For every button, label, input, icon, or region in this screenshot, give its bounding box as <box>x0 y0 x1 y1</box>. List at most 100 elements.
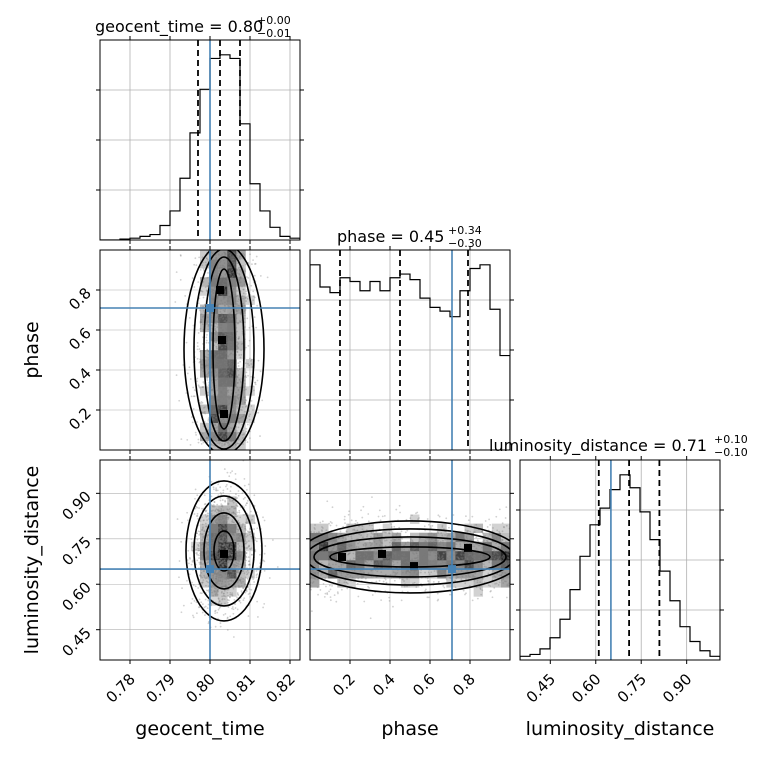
sample-point <box>226 576 228 579</box>
sample-point <box>401 550 403 553</box>
sample-point <box>216 312 219 315</box>
sample-point <box>428 561 431 563</box>
sample-point <box>206 538 209 541</box>
sample-point <box>221 595 224 598</box>
sample-point <box>230 259 233 262</box>
sample-point <box>218 321 221 323</box>
density-cell <box>391 560 402 570</box>
density-cell <box>491 550 502 561</box>
density-cell <box>428 569 438 579</box>
sample-point <box>235 399 238 402</box>
sample-point <box>201 551 204 554</box>
sample-point <box>214 529 217 532</box>
sample-point <box>318 531 321 534</box>
density-cell <box>218 377 228 387</box>
sample-point <box>201 581 204 584</box>
sample-point <box>245 571 248 573</box>
sample-point <box>501 539 504 541</box>
sample-point <box>322 552 325 555</box>
sample-point <box>213 533 215 535</box>
sample-point <box>203 529 206 532</box>
sample-point <box>221 499 224 501</box>
sample-point <box>199 321 202 324</box>
sample-point <box>239 563 242 566</box>
sample-point <box>226 601 229 604</box>
sample-point <box>235 525 238 528</box>
sample-point <box>230 437 233 439</box>
sample-point <box>230 528 233 530</box>
sample-point <box>480 564 483 566</box>
sample-point <box>220 492 223 495</box>
sample-point <box>227 281 230 284</box>
sample-point <box>221 547 224 550</box>
sample-point <box>240 585 243 587</box>
sample-point <box>426 556 429 559</box>
density-cell <box>391 550 402 561</box>
sample-point <box>254 263 256 265</box>
sample-point <box>238 272 241 275</box>
sample-point <box>228 595 231 598</box>
sample-point <box>214 548 217 551</box>
sample-point <box>210 604 213 607</box>
sample-point <box>232 406 235 409</box>
sample-point <box>244 533 247 535</box>
sample-point <box>242 252 244 255</box>
sample-point <box>227 373 229 375</box>
density-cell <box>218 440 228 450</box>
sample-point <box>216 303 219 306</box>
sample-point <box>215 379 217 382</box>
sample-point <box>247 571 250 574</box>
sample-point <box>395 573 398 575</box>
sample-point <box>225 433 228 436</box>
sample-point <box>206 514 209 517</box>
sample-point <box>202 562 205 565</box>
sample-point <box>216 315 219 318</box>
density-cell <box>218 578 228 588</box>
sample-point <box>237 552 240 555</box>
sample-point <box>195 612 198 615</box>
sample-point <box>211 437 214 439</box>
sample-point <box>461 550 463 553</box>
sample-point <box>230 269 233 272</box>
sample-point <box>194 507 197 510</box>
sample-point <box>218 324 221 327</box>
sample-point <box>319 521 322 524</box>
density-cell <box>364 532 374 543</box>
density-cell <box>482 560 493 570</box>
sample-point <box>214 581 217 584</box>
sample-point <box>217 562 220 565</box>
sample-point <box>229 527 232 529</box>
sample-point <box>210 495 213 498</box>
sample-point <box>219 547 221 550</box>
sample-point <box>211 374 213 377</box>
sample-point <box>227 554 230 556</box>
sample-point <box>219 264 222 267</box>
sample-point <box>224 563 227 566</box>
sample-point <box>217 370 220 373</box>
sample-point <box>339 546 341 549</box>
sample-point <box>227 575 229 578</box>
sample-point <box>359 569 362 572</box>
sample-point <box>484 534 486 537</box>
sample-point <box>423 554 426 557</box>
sample-point <box>213 533 216 536</box>
sample-point <box>232 608 235 611</box>
sample-point <box>227 365 229 368</box>
sample-point <box>222 317 225 320</box>
sample-point <box>216 430 219 432</box>
sample-point <box>372 539 375 542</box>
density-cell <box>473 550 484 561</box>
sample-point <box>262 559 265 562</box>
sample-point <box>251 553 253 556</box>
sample-point <box>227 407 230 410</box>
sample-point <box>472 535 475 538</box>
density-cell <box>218 569 228 579</box>
sample-point <box>220 522 223 525</box>
sample-point <box>221 515 224 518</box>
sample-point <box>235 545 238 548</box>
sample-point <box>459 553 462 556</box>
sample-point <box>474 558 476 560</box>
sample-point <box>211 410 214 413</box>
sample-point <box>231 372 233 375</box>
sample-point <box>218 412 221 415</box>
